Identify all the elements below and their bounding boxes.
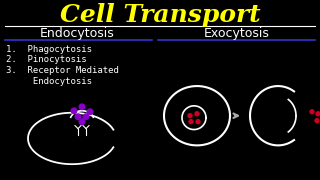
Text: 3.  Receptor Mediated
     Endocytosis: 3. Receptor Mediated Endocytosis bbox=[6, 66, 119, 86]
Circle shape bbox=[189, 120, 193, 124]
Circle shape bbox=[75, 114, 81, 120]
Circle shape bbox=[310, 110, 314, 114]
Circle shape bbox=[316, 112, 320, 116]
Circle shape bbox=[87, 109, 93, 114]
Text: 1.  Phagocytosis: 1. Phagocytosis bbox=[6, 44, 92, 53]
Circle shape bbox=[188, 114, 192, 118]
Circle shape bbox=[195, 112, 199, 116]
Circle shape bbox=[83, 114, 89, 120]
Text: Endocytosis: Endocytosis bbox=[40, 27, 114, 40]
Circle shape bbox=[79, 104, 85, 110]
Circle shape bbox=[315, 119, 319, 123]
Text: Exocytosis: Exocytosis bbox=[204, 27, 270, 40]
Circle shape bbox=[196, 120, 200, 124]
Circle shape bbox=[71, 108, 77, 114]
Text: Cell Transport: Cell Transport bbox=[60, 3, 260, 27]
Circle shape bbox=[79, 119, 85, 124]
Text: 2.  Pinocytosis: 2. Pinocytosis bbox=[6, 55, 87, 64]
